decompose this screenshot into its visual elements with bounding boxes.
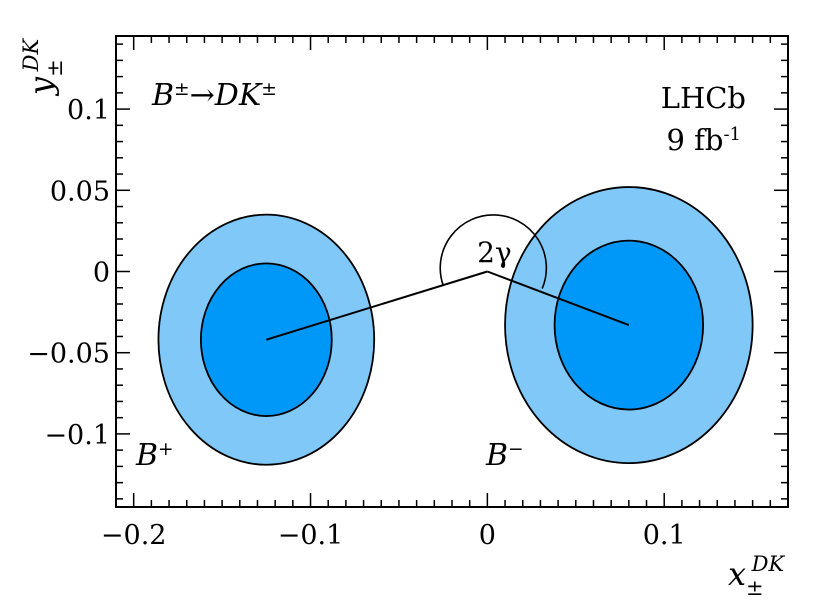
- x-tick-label: −0.1: [278, 520, 344, 551]
- y-tick-label: 0.1: [67, 95, 110, 126]
- b-minus-vector-line: [487, 270, 630, 327]
- b-plus-vector-line: [266, 270, 488, 341]
- process-label: B±→DK±: [151, 78, 277, 113]
- contours-layer: [157, 186, 754, 466]
- luminosity-label: 9 fb-1: [666, 123, 741, 157]
- x-tick-label: 0.1: [643, 520, 686, 551]
- x-tick-label: −0.2: [101, 520, 167, 551]
- labels-layer: −0.2 −0.1 0 0.1 −0.1 −0.05 0 0.05 0.1 B±→DK± LHCb 9…: [19, 37, 785, 600]
- angle-label: 2γ: [477, 236, 512, 269]
- y-tick-label: 0: [93, 258, 110, 289]
- y-tick-label: −0.05: [27, 339, 110, 370]
- y-tick-label: −0.1: [44, 420, 110, 451]
- angle-arc: [439, 214, 548, 289]
- x-axis-label: x±DK: [728, 552, 785, 600]
- ticks-layer: [115, 36, 789, 507]
- b-minus-label: B−: [485, 438, 524, 473]
- x-tick-label: 0: [479, 520, 496, 551]
- y-tick-label: 0.05: [50, 176, 110, 207]
- experiment-label: LHCb: [661, 81, 746, 115]
- b-plus-label: B+: [135, 438, 174, 473]
- y-axis-label: y±DK: [19, 37, 67, 97]
- vector-lines-layer: [266, 214, 630, 341]
